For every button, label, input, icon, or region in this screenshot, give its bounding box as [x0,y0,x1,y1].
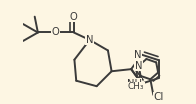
Text: O: O [70,12,78,22]
Text: O: O [52,27,60,38]
Text: Cl: Cl [154,92,164,102]
Text: CH₃: CH₃ [128,82,144,91]
Text: NH: NH [127,79,142,89]
Text: N: N [134,50,142,60]
Text: N: N [135,61,142,71]
Text: N: N [86,35,93,45]
